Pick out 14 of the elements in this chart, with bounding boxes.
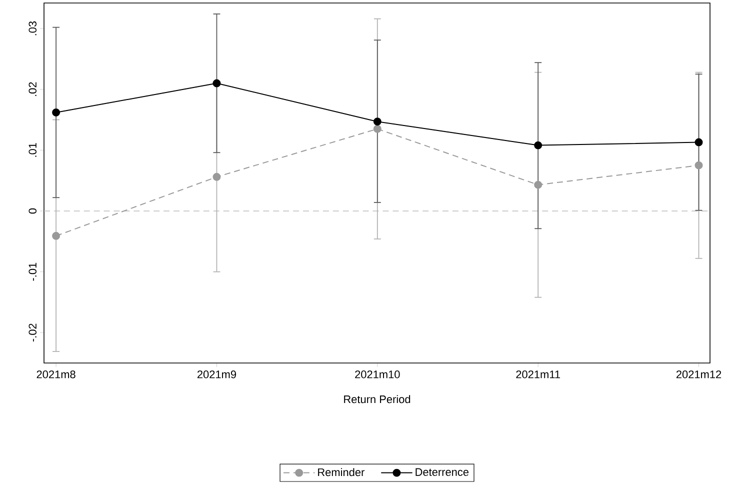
y-tick-label: .02 bbox=[28, 82, 36, 96]
y-tick-label: .01 bbox=[28, 143, 36, 157]
y-tick-label: -.02 bbox=[28, 324, 36, 342]
x-axis-title: Return Period bbox=[344, 395, 410, 404]
x-tick-label: 2021m9 bbox=[197, 370, 236, 378]
y-tick-label: 0 bbox=[28, 208, 36, 214]
y-tick-label: .03 bbox=[28, 21, 36, 36]
y-tick-label: -.01 bbox=[28, 262, 36, 281]
x-tick-label: 2021m12 bbox=[676, 370, 722, 378]
x-tick-label: 2021m8 bbox=[36, 370, 76, 378]
legend-label: Reminder bbox=[318, 468, 364, 476]
x-tick-label: 2021m10 bbox=[355, 370, 400, 378]
legend-label: Deterrence bbox=[416, 468, 469, 476]
x-tick-label: 2021m11 bbox=[516, 370, 560, 378]
